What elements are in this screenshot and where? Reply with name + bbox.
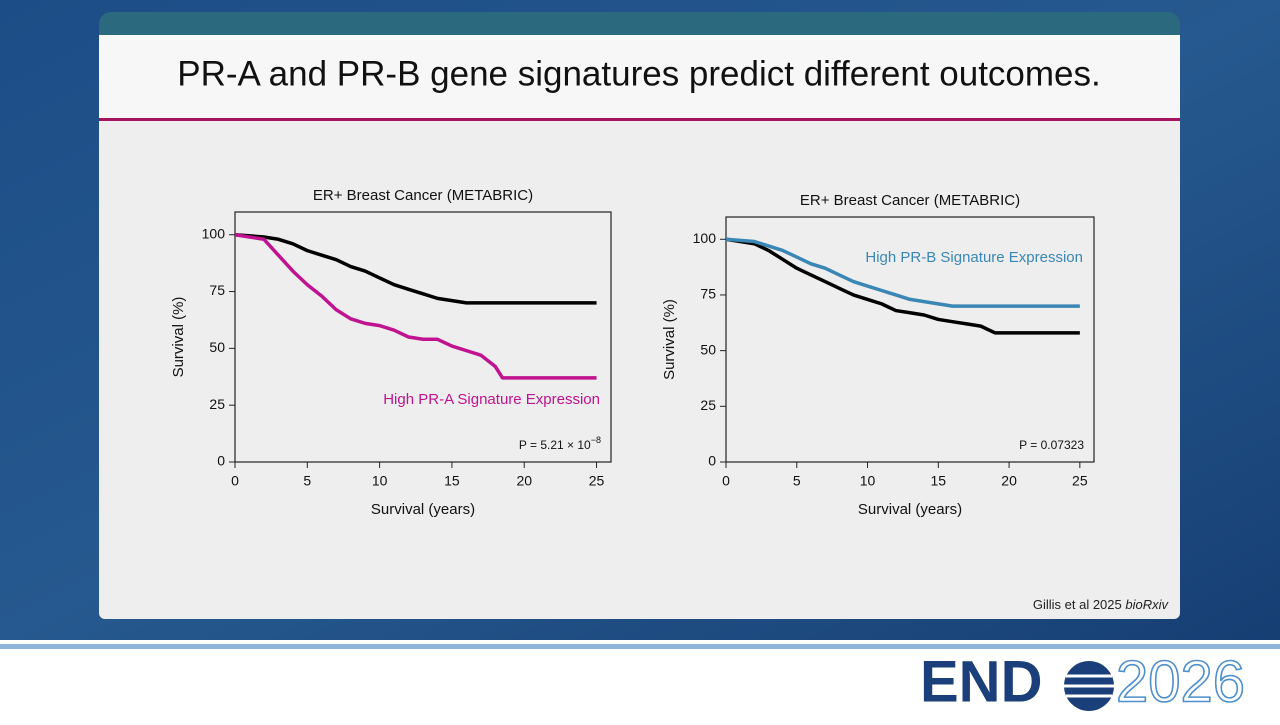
citation-source: bioRxiv: [1125, 597, 1169, 612]
x-tick-label: 20: [1001, 473, 1017, 489]
x-tick-label: 5: [793, 473, 801, 489]
y-tick-label: 25: [700, 397, 716, 413]
x-tick-label: 25: [589, 473, 605, 489]
footer-line: [0, 644, 1280, 649]
logo-globe: [1064, 661, 1114, 711]
x-axis-label: Survival (years): [858, 501, 962, 518]
logo-right: 2026: [1116, 649, 1245, 714]
y-tick-label: 50: [700, 341, 716, 357]
x-tick-label: 5: [303, 473, 311, 489]
charts: ER+ Breast Cancer (METABRIC) Survival (ye…: [170, 187, 1095, 518]
series-label: High PR-A Signature Expression: [383, 391, 600, 408]
x-tick-label: 15: [931, 473, 947, 489]
p-value-text: P = 5.21 × 10: [519, 438, 591, 452]
x-tick-label: 20: [516, 473, 532, 489]
p-value-text: P = 0.07323: [1019, 438, 1084, 452]
slide-title: PR-A and PR-B gene signatures predict di…: [177, 54, 1100, 93]
chart-title: ER+ Breast Cancer (METABRIC): [800, 192, 1020, 209]
survival-curve: [234, 232, 597, 305]
x-tick-label: 10: [372, 473, 388, 489]
chart: ER+ Breast Cancer (METABRIC) Survival (ye…: [661, 192, 1095, 518]
survival-curve: [234, 232, 597, 380]
citation-authors: Gillis et al 2025: [1033, 597, 1122, 612]
y-tick-label: 0: [708, 453, 716, 469]
y-tick-label: 75: [700, 286, 716, 302]
y-tick-label: 75: [209, 282, 225, 298]
citation: Gillis et al 2025 bioRxiv: [1033, 597, 1170, 612]
x-axis-label: Survival (years): [371, 501, 475, 518]
x-tick-label: 0: [231, 473, 239, 489]
chart: ER+ Breast Cancer (METABRIC) Survival (ye…: [170, 187, 612, 518]
y-tick-label: 0: [217, 453, 225, 469]
chart-title: ER+ Breast Cancer (METABRIC): [313, 187, 533, 204]
y-tick-label: 50: [209, 339, 225, 355]
series-label: High PR-B Signature Expression: [865, 249, 1083, 266]
p-value: P = 0.07323: [1019, 438, 1084, 452]
plot-frame: [725, 216, 1095, 463]
plot-frame: [234, 211, 612, 463]
x-tick-label: 0: [722, 473, 730, 489]
p-value: P = 5.21 × 10−8: [519, 435, 601, 452]
survival-curve: [725, 237, 1080, 335]
logo-left: END: [920, 649, 1042, 714]
card: [99, 35, 1180, 619]
x-tick-label: 15: [444, 473, 460, 489]
y-tick-label: 100: [693, 230, 717, 246]
y-tick-label: 25: [209, 396, 225, 412]
title-rule: [99, 118, 1180, 121]
p-value-exponent: −8: [591, 435, 601, 445]
survival-curve: [725, 237, 1080, 308]
x-tick-label: 10: [860, 473, 876, 489]
title-area: [99, 35, 1180, 119]
y-axis-label: Survival (%): [170, 297, 187, 378]
y-tick-label: 100: [202, 225, 226, 241]
x-tick-label: 25: [1072, 473, 1088, 489]
y-axis-label: Survival (%): [661, 299, 678, 380]
